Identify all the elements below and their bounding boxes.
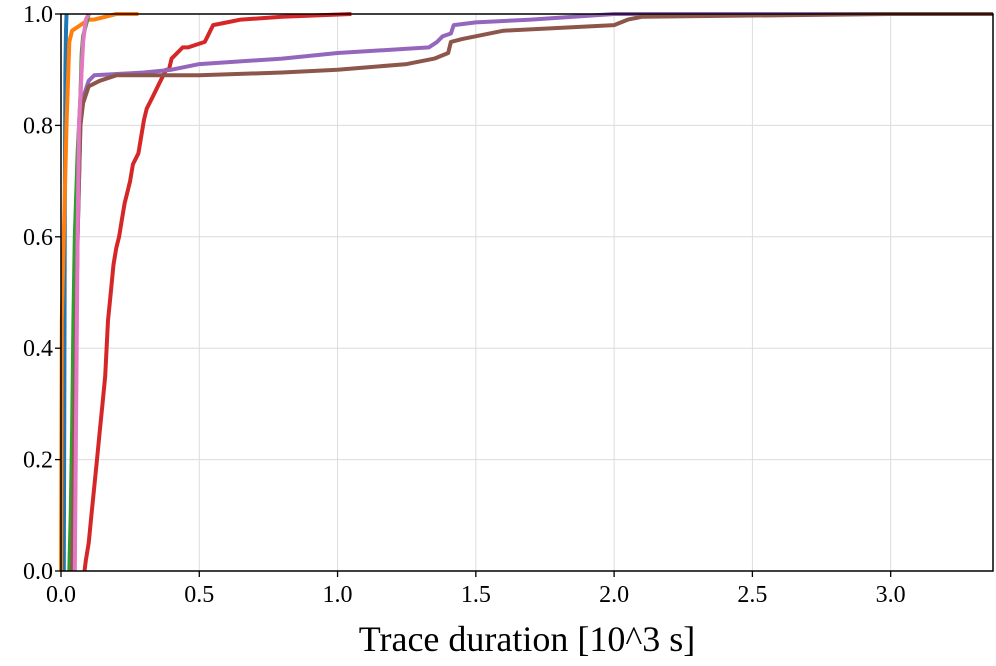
series-line-series-2 — [59, 12, 139, 572]
x-tick-label: 3.0 — [876, 582, 906, 608]
y-tick-label: 0.0 — [23, 559, 53, 585]
series-line-series-7 — [72, 13, 91, 572]
y-tick-label: 0.8 — [23, 113, 53, 139]
series-group — [59, 12, 993, 572]
x-tick-label: 1.5 — [461, 582, 491, 608]
y-tick-label: 1.0 — [23, 2, 53, 28]
y-tick-label: 0.4 — [23, 336, 53, 362]
x-tick-label: 1.0 — [323, 582, 353, 608]
series-line-series-4 — [82, 12, 352, 572]
x-tick-label: 2.0 — [599, 582, 629, 608]
series-line-series-5 — [70, 12, 993, 572]
x-tick-label: 0.5 — [184, 582, 214, 608]
x-axis-title: Trace duration [10^3 s] — [359, 619, 696, 659]
grid — [60, 13, 993, 572]
axis-ticks: 0.0 0.5 1.0 1.5 2.0 2.5 3.0 0.0 0.2 0.4 0.6 0.8 1.0 — [23, 2, 906, 608]
y-tick-label: 0.2 — [23, 448, 53, 474]
x-tick-label: 2.5 — [737, 582, 767, 608]
y-tick-label: 0.6 — [23, 225, 53, 251]
x-tick-label: 0.0 — [46, 582, 76, 608]
plot-frame — [60, 13, 994, 572]
series-line-series-6 — [70, 12, 993, 572]
